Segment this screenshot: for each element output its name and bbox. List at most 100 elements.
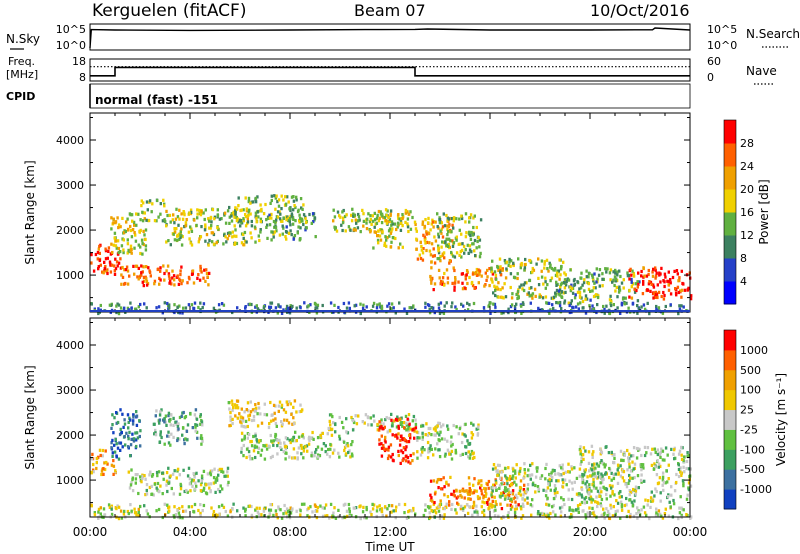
velocity-cell (284, 410, 288, 414)
velocity-cell (655, 489, 658, 494)
power-cell (97, 311, 100, 316)
velocity-cell (612, 505, 615, 509)
power-cell (471, 272, 475, 276)
power-cell (202, 276, 205, 280)
power-cell (247, 213, 250, 218)
power-cell (662, 290, 665, 295)
power-cell (287, 218, 290, 223)
power-cell (462, 244, 466, 248)
power-cell (163, 301, 166, 305)
power-cell (442, 251, 446, 255)
velocity-cell (528, 473, 531, 477)
velocity-cell (457, 432, 460, 436)
velocity-cell (263, 514, 266, 518)
velocity-cell (596, 476, 599, 480)
power-cell (630, 296, 634, 300)
velocity-cell (395, 425, 399, 429)
power-cell (564, 273, 567, 277)
power-cell (199, 235, 203, 239)
velocity-cell (681, 446, 684, 450)
velocity-cell (521, 502, 525, 506)
power-cell (164, 219, 167, 224)
power-cell (608, 311, 611, 315)
velocity-cell (679, 495, 682, 499)
power-cell (680, 269, 683, 273)
power-cell (276, 311, 279, 315)
power-cell (350, 213, 353, 217)
power-cell (167, 272, 171, 276)
power-cell (139, 218, 142, 222)
power-cell (153, 279, 157, 283)
velocity-cell (633, 499, 636, 503)
power-cell (140, 238, 144, 242)
power-cell (379, 210, 382, 214)
velocity-cell (577, 510, 580, 514)
power-cell (587, 287, 591, 291)
velocity-cell (443, 507, 446, 511)
velocity-cell (129, 454, 132, 458)
velocity-cell (212, 510, 216, 514)
velocity-cell (491, 486, 494, 490)
velocity-cell (490, 491, 493, 495)
velocity-cell (447, 483, 450, 487)
power-cell (521, 287, 524, 291)
velocity-cell (121, 412, 124, 416)
power-cell (433, 311, 436, 315)
velocity-cell (288, 514, 291, 518)
power-cell (125, 265, 129, 269)
power-cell (604, 267, 607, 271)
velocity-cell (645, 513, 648, 517)
velocity-cell (639, 478, 643, 482)
velocity-cell (182, 509, 185, 513)
power-cell (558, 292, 561, 296)
velocity-cell (130, 509, 133, 513)
power-cell (168, 276, 171, 281)
power-colorbar-tick-4: 20 (740, 183, 754, 196)
velocity-cell (244, 419, 248, 423)
velocity-cell (431, 509, 435, 513)
velocity-cell (288, 455, 291, 459)
velocity-cell (588, 492, 591, 496)
velocity-cell (635, 512, 638, 516)
velocity-cell (263, 457, 267, 461)
power-cell (125, 220, 128, 224)
power-cell (465, 273, 468, 277)
velocity-cell (394, 509, 397, 513)
velocity-cell (315, 516, 319, 520)
power-cell (254, 240, 257, 244)
velocity-cell (199, 422, 202, 426)
power-cell (573, 296, 577, 300)
velocity-cell (240, 438, 244, 442)
power-cell (447, 229, 450, 234)
power-cell (455, 235, 458, 239)
power-cell (237, 196, 240, 200)
velocity-cell (667, 514, 671, 518)
velocity-cell (285, 511, 288, 515)
power-cell (434, 239, 438, 243)
velocity-cell (311, 430, 314, 435)
power-cell (615, 285, 618, 289)
velocity-cell (390, 455, 393, 459)
power-cell (352, 228, 356, 232)
velocity-cell (90, 470, 93, 474)
power-cell (299, 226, 302, 230)
power-cell (357, 212, 360, 217)
power-cell (305, 220, 308, 225)
power-cell (285, 237, 288, 241)
power-cell (478, 255, 482, 259)
velocity-cell (672, 502, 676, 506)
power-cell (305, 226, 308, 230)
velocity-cell (383, 447, 386, 451)
velocity-cell (452, 493, 455, 497)
power-cell (585, 269, 588, 273)
power-cell (273, 194, 276, 198)
power-cell (117, 312, 121, 316)
velocity-cell (583, 501, 587, 505)
power-cell (292, 237, 295, 241)
power-cell (234, 228, 237, 232)
velocity-cell (483, 486, 486, 491)
power-cell (259, 217, 263, 221)
velocity-cell (243, 434, 246, 438)
power-cell (652, 283, 655, 287)
power-cell (175, 207, 178, 211)
